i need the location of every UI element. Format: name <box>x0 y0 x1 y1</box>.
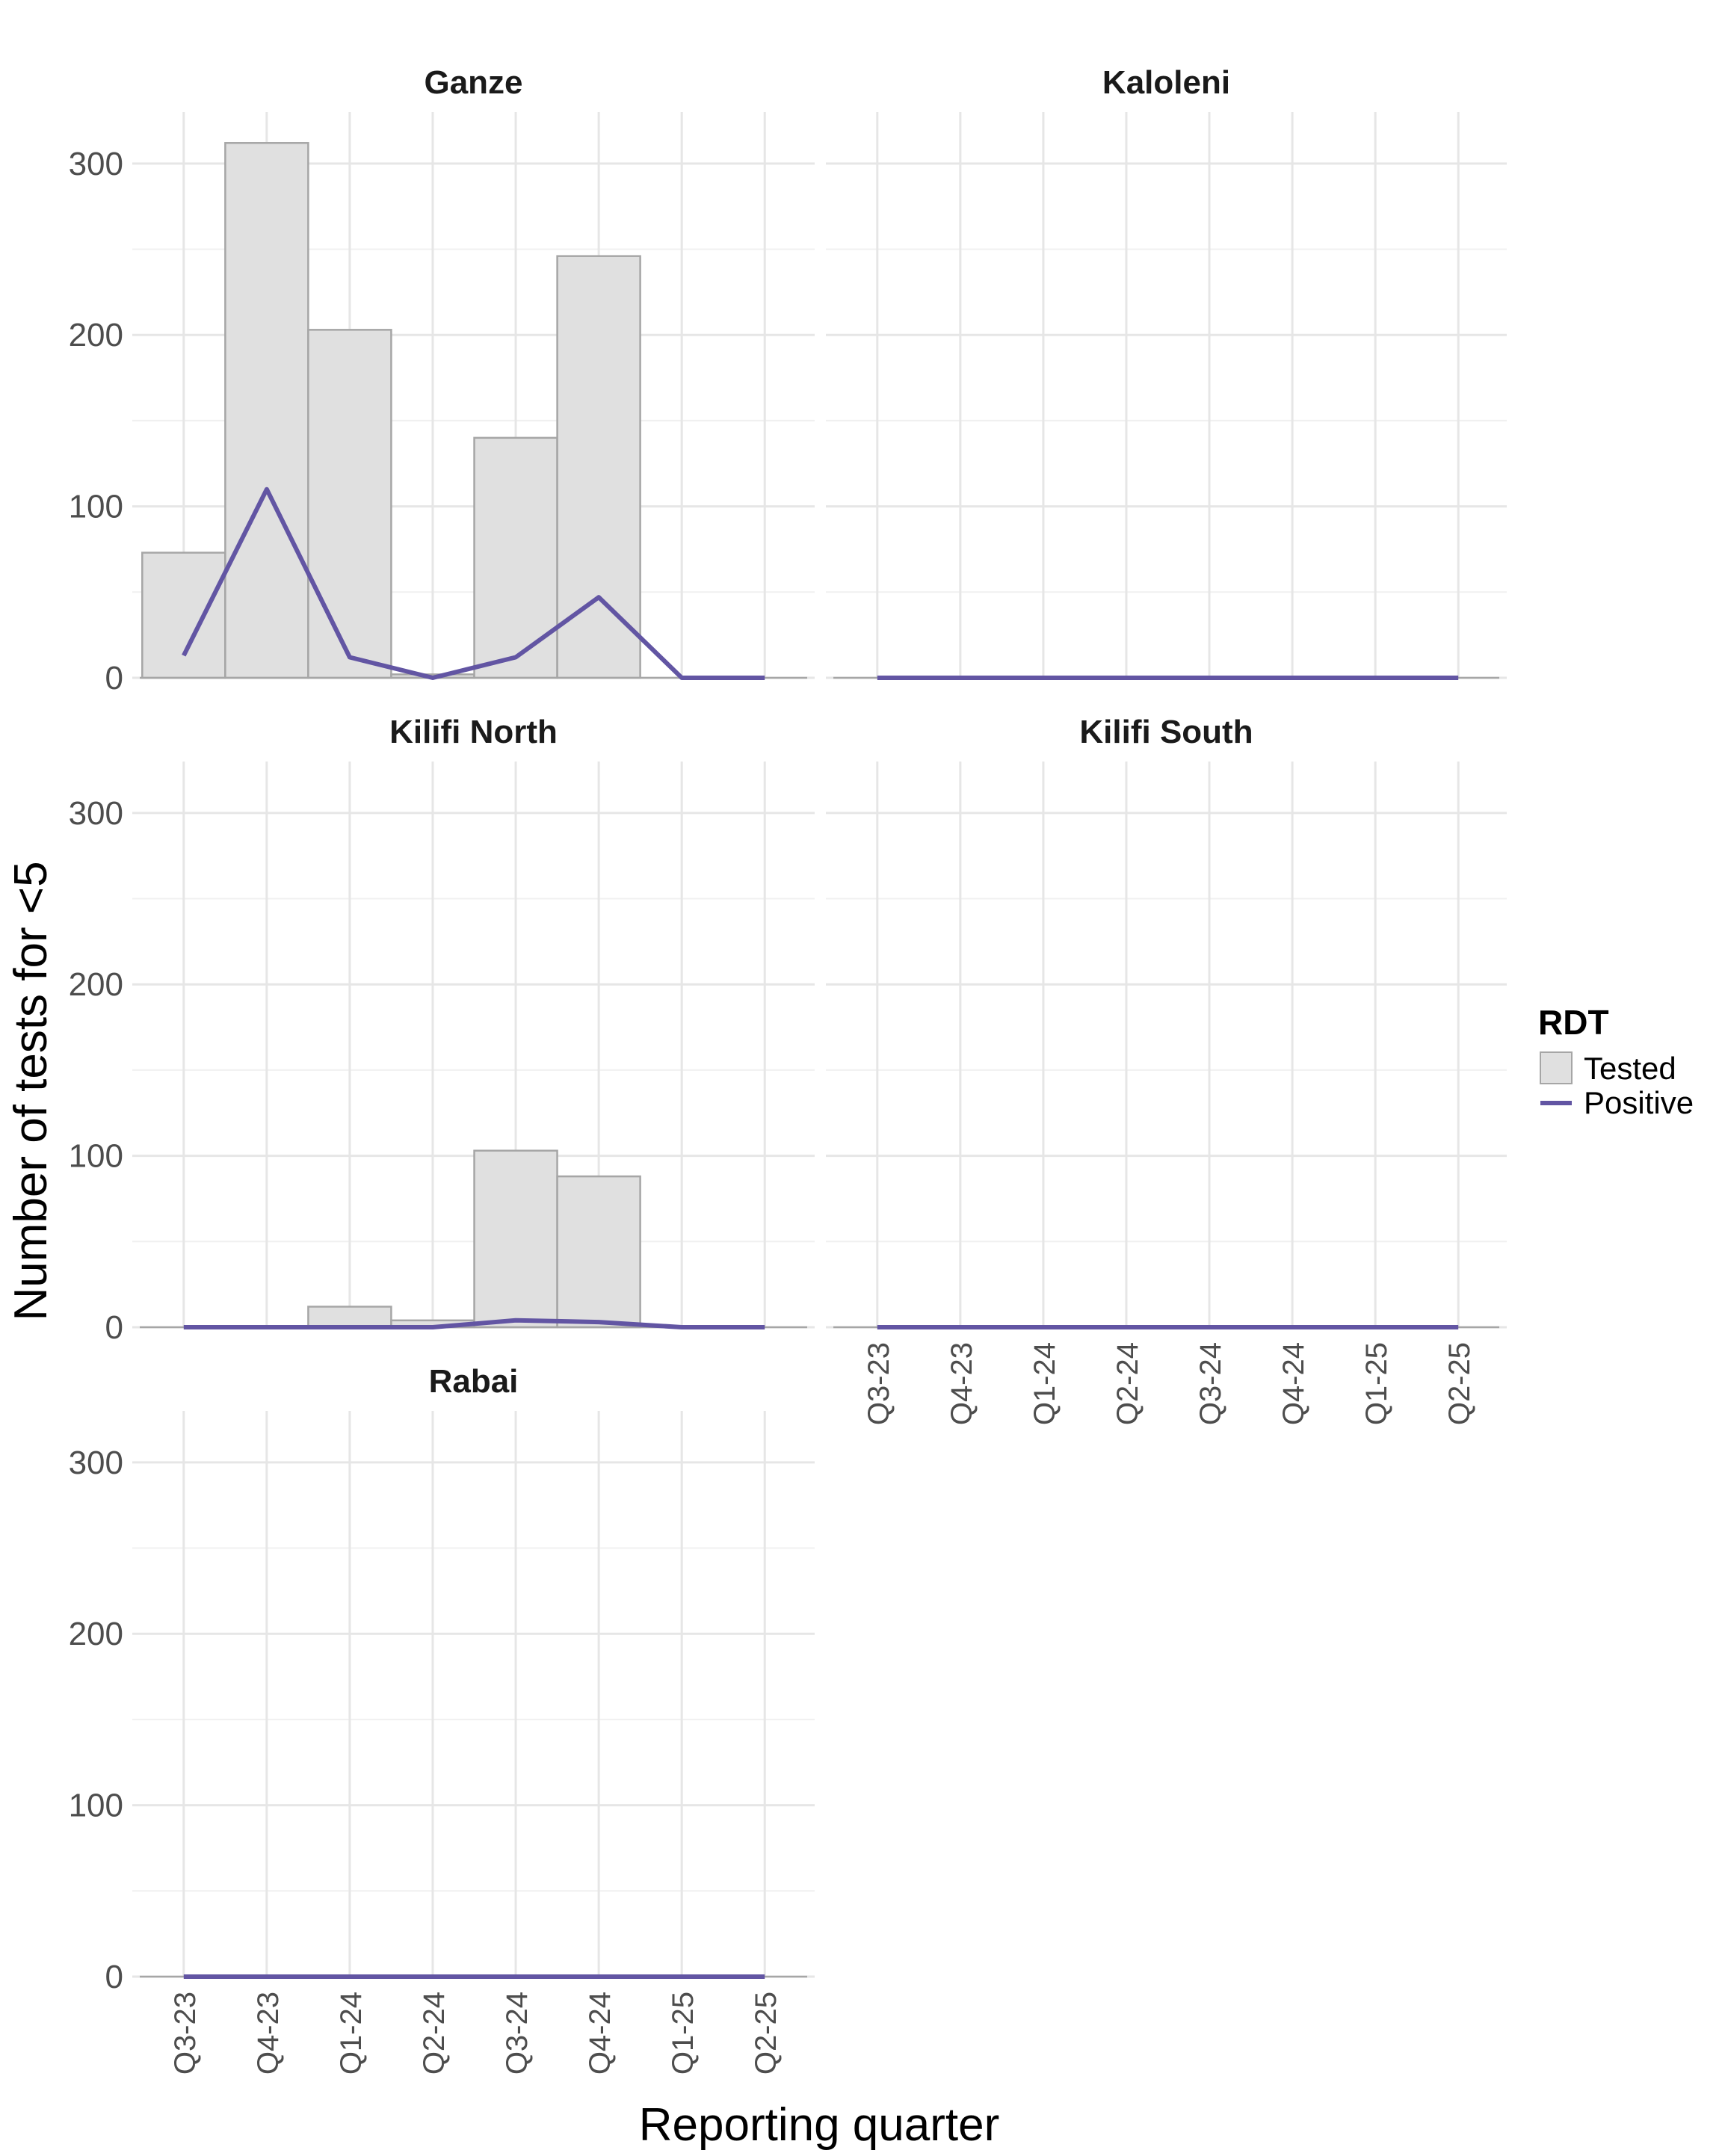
panel-title: Rabai <box>429 1363 519 1400</box>
panel-title: Kilifi South <box>1079 714 1253 750</box>
panel: Kilifi South Q3-23 Q4-23 Q1-24 Q2-24 Q3-24 Q4-… <box>826 714 1507 1425</box>
bar-tested <box>307 329 392 679</box>
y-tick-label: 300 <box>69 146 123 182</box>
line-positive <box>183 1318 765 1329</box>
x-axis-title: Reporting quarter <box>639 2099 1000 2151</box>
x-tick-label: Q2-24 <box>418 1992 451 2075</box>
x-tick-label: Q1-24 <box>1028 1342 1061 1425</box>
y-tick-label: 200 <box>69 966 123 1003</box>
bar-tested <box>473 436 558 679</box>
legend-title: RDT <box>1538 1003 1609 1042</box>
y-tick-label: 200 <box>69 317 123 353</box>
x-tick-label: Q3-23 <box>169 1992 202 2075</box>
y-tick-label: 200 <box>69 1616 123 1652</box>
legend: RDT Tested Positive <box>1538 1003 1694 1120</box>
x-tick-label: Q2-25 <box>1443 1342 1476 1425</box>
chart-panels: Ganze 0 100 200 300 Kaloleni Kilifi North 0 100 2… <box>69 64 1507 2075</box>
legend-label-tested: Tested <box>1584 1051 1676 1086</box>
y-tick-label: 100 <box>69 489 123 525</box>
x-tick-label: Q4-24 <box>584 1992 617 2075</box>
x-tick-label: Q2-24 <box>1111 1342 1144 1425</box>
line-positive <box>182 487 765 680</box>
x-tick-label: Q4-23 <box>945 1342 978 1425</box>
panel: Ganze 0 100 200 300 <box>69 64 815 696</box>
panel: Rabai 0 100 200 300 Q3-23 Q4-23 Q1-24 Q2-24 Q3-24… <box>69 1363 815 2075</box>
x-tick-label: Q1-25 <box>1360 1342 1393 1425</box>
y-tick-label: 100 <box>69 1788 123 1824</box>
panel: Kilifi North 0 100 200 300 <box>69 714 815 1346</box>
panel-title: Kaloleni <box>1102 64 1230 101</box>
x-tick-label: Q2-25 <box>750 1992 783 2075</box>
bar-tested <box>556 1175 641 1329</box>
legend-label-positive: Positive <box>1584 1085 1694 1120</box>
x-tick-label: Q3-23 <box>862 1342 895 1425</box>
y-tick-label: 0 <box>105 1959 123 1995</box>
panel-title: Ganze <box>424 64 522 101</box>
bar-tested <box>556 255 641 679</box>
x-tick-label: Q1-24 <box>335 1992 368 2075</box>
y-tick-label: 300 <box>69 795 123 832</box>
panel-title: Kilifi North <box>389 714 558 750</box>
panel: Kaloleni <box>826 64 1507 680</box>
x-tick-label: Q4-23 <box>252 1992 285 2075</box>
y-axis-title: Number of tests for <5 <box>5 861 57 1321</box>
bar-tested <box>307 1306 392 1329</box>
x-tick-label: Q3-24 <box>501 1992 534 2075</box>
x-tick-label: Q1-25 <box>667 1992 700 2075</box>
bar-tested <box>473 1149 558 1329</box>
y-tick-label: 0 <box>105 1309 123 1346</box>
legend-key-tested <box>1540 1051 1573 1084</box>
y-tick-label: 100 <box>69 1138 123 1175</box>
y-tick-label: 0 <box>105 660 123 696</box>
y-tick-label: 300 <box>69 1445 123 1481</box>
x-tick-label: Q3-24 <box>1194 1342 1227 1425</box>
bar-tested <box>224 142 309 679</box>
bar-tested <box>141 552 226 679</box>
x-tick-label: Q4-24 <box>1277 1342 1310 1425</box>
